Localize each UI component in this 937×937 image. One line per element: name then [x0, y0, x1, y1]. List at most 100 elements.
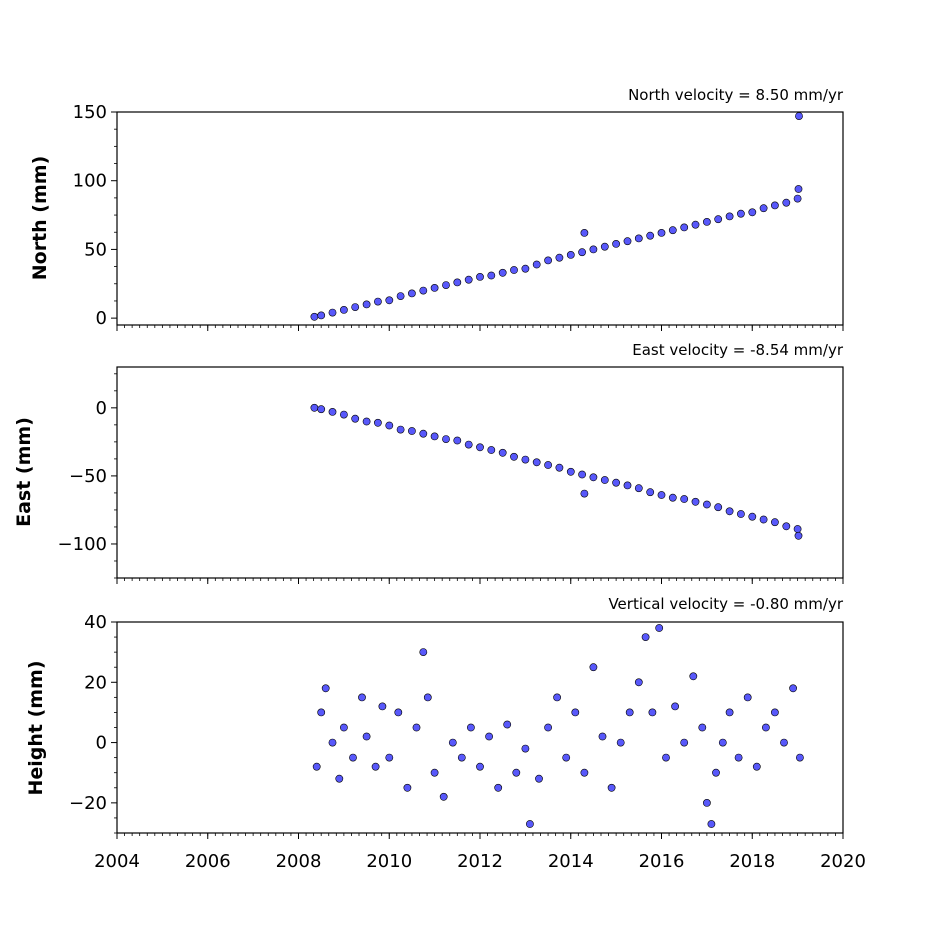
height-point: [526, 820, 534, 828]
height-point: [430, 768, 439, 777]
north-point: [521, 264, 530, 273]
height-point: [734, 753, 743, 762]
east-ytick-label: −100: [58, 534, 107, 555]
east-point: [532, 458, 541, 467]
east-point: [634, 484, 643, 493]
height-point: [725, 708, 734, 717]
height-point: [544, 723, 552, 732]
height-point: [419, 648, 428, 656]
north-point: [646, 231, 655, 240]
height-point: [521, 744, 530, 753]
east-point: [657, 491, 666, 499]
east-point: [771, 518, 779, 527]
height-point: [317, 708, 326, 717]
north-points: [310, 112, 803, 321]
east-point: [442, 435, 450, 443]
north-point: [430, 283, 439, 292]
height-point: [671, 702, 679, 711]
height-point: [641, 633, 650, 641]
height-point: [689, 672, 698, 681]
height-point: [571, 708, 580, 717]
north-point: [623, 237, 632, 246]
north-point: [407, 289, 416, 298]
north-point: [578, 248, 586, 257]
east-point: [748, 512, 757, 521]
height-point: [680, 738, 689, 747]
height-point: [698, 723, 707, 732]
north-point: [634, 234, 643, 243]
north-point: [748, 208, 757, 217]
north-point: [544, 256, 552, 265]
height-point: [485, 732, 493, 741]
north-panel: North velocity = 8.50 mm/yr North (mm) 0…: [29, 86, 844, 331]
height-ytick-label: 20: [84, 672, 107, 693]
north-ytick-label: 0: [96, 308, 107, 329]
height-point: [448, 738, 457, 747]
height-point: [423, 693, 432, 702]
east-point: [430, 432, 439, 441]
east-point: [317, 405, 326, 414]
height-point: [466, 723, 475, 732]
north-point: [714, 215, 723, 224]
height-point: [625, 708, 634, 717]
height-xtick-label: 2016: [639, 851, 685, 872]
east-point: [351, 414, 360, 423]
height-xtick-label: 2014: [548, 851, 594, 872]
height-point: [796, 753, 804, 762]
east-point: [339, 410, 348, 419]
north-point: [555, 253, 564, 262]
height-point: [703, 799, 711, 807]
north-point: [703, 217, 711, 226]
east-point: [703, 500, 711, 509]
north-point: [657, 228, 666, 237]
height-xtick-label: 2018: [729, 851, 775, 872]
north-point: [317, 311, 326, 320]
east-point: [680, 495, 689, 503]
east-plot-frame: [116, 366, 844, 579]
height-xtick-label: 2010: [366, 851, 412, 872]
height-point: [553, 693, 561, 702]
height-point: [718, 738, 727, 747]
height-point: [358, 693, 366, 702]
height-point: [655, 624, 664, 632]
height-point: [607, 783, 616, 792]
height-ytick-label: 40: [84, 612, 107, 633]
north-point: [351, 303, 360, 311]
height-point: [752, 762, 761, 771]
north-point: [612, 239, 620, 248]
height-point: [457, 753, 466, 762]
height-points: [312, 624, 804, 828]
height-point: [712, 768, 720, 777]
east-yticks: 0 −50 −100: [58, 373, 844, 584]
north-point: [794, 185, 803, 193]
height-point: [494, 783, 503, 792]
east-point: [793, 525, 802, 533]
east-point: [310, 403, 319, 412]
east-point: [476, 443, 484, 452]
height-xtick-label: 2004: [94, 851, 140, 872]
height-point: [762, 723, 770, 732]
north-point: [510, 266, 518, 274]
east-point: [544, 461, 552, 469]
height-point: [385, 753, 394, 762]
north-point: [310, 312, 319, 321]
east-point: [691, 497, 700, 506]
height-point: [362, 732, 371, 741]
height-point: [378, 702, 387, 711]
height-point: [789, 684, 797, 693]
height-point: [403, 783, 412, 792]
east-point: [589, 473, 598, 482]
height-point: [743, 693, 752, 702]
north-title: North velocity = 8.50 mm/yr: [628, 86, 844, 104]
north-point: [373, 297, 382, 306]
height-point: [328, 738, 337, 747]
east-title: East velocity = -8.54 mm/yr: [632, 341, 844, 359]
east-point: [623, 481, 632, 490]
east-point: [396, 425, 405, 434]
height-point: [335, 774, 344, 783]
north-point: [759, 204, 768, 213]
north-ylabel: North (mm): [29, 156, 51, 281]
east-ytick-label: 0: [96, 398, 107, 419]
east-point: [407, 427, 416, 435]
